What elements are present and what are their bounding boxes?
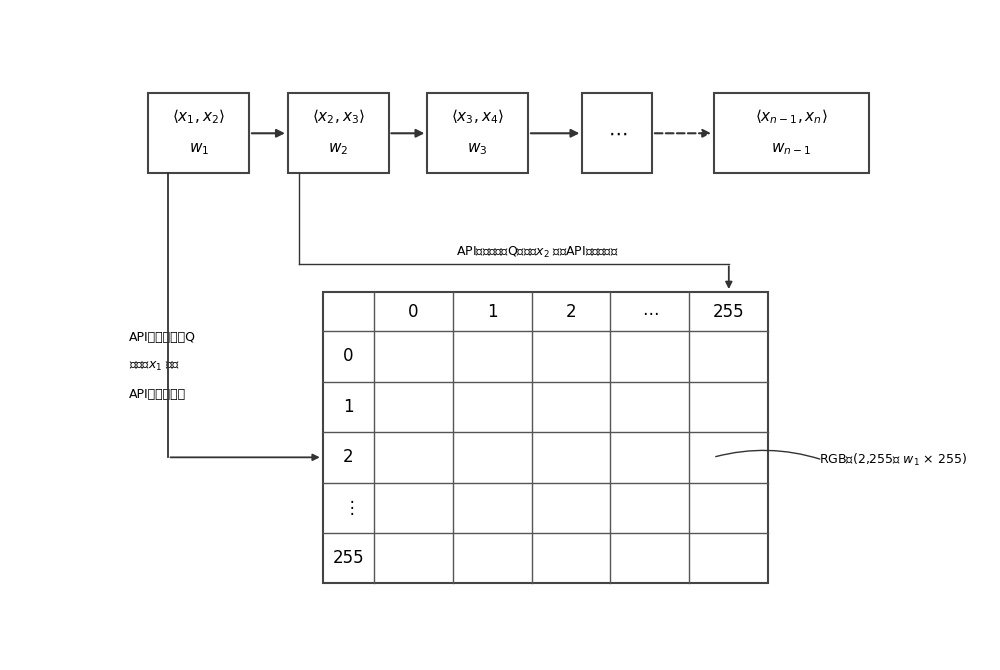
Text: $w_2$: $w_2$ xyxy=(328,141,348,157)
Bar xyxy=(323,292,768,584)
Text: 0: 0 xyxy=(343,348,353,365)
Text: 2: 2 xyxy=(566,303,576,320)
Bar xyxy=(288,93,388,174)
Text: RGB值(2,255， $w_1$ × 255): RGB值(2,255， $w_1$ × 255) xyxy=(819,452,967,468)
Text: $w_3$: $w_3$ xyxy=(467,141,488,157)
Text: $\langle x_1,x_2\rangle$: $\langle x_1,x_2\rangle$ xyxy=(172,107,225,126)
Text: $w_{n-1}$: $w_{n-1}$ xyxy=(771,141,812,157)
Text: 2: 2 xyxy=(343,448,354,466)
Bar xyxy=(582,93,652,174)
Text: 中查找$x_1$ 所属: 中查找$x_1$ 所属 xyxy=(129,360,180,373)
Text: API的类别编号: API的类别编号 xyxy=(129,388,186,401)
Text: $\langle x_3,x_4\rangle$: $\langle x_3,x_4\rangle$ xyxy=(451,107,504,126)
Text: $\langle x_2,x_3\rangle$: $\langle x_2,x_3\rangle$ xyxy=(312,107,365,126)
Text: 0: 0 xyxy=(408,303,419,320)
Text: $\vdots$: $\vdots$ xyxy=(343,498,354,517)
Text: $\cdots$: $\cdots$ xyxy=(608,124,627,143)
Bar xyxy=(427,93,528,174)
Text: API类别数据库Q中查找$x_2$ 所属API的类别编号: API类别数据库Q中查找$x_2$ 所属API的类别编号 xyxy=(456,245,619,260)
Text: $\langle x_{n-1},x_n\rangle$: $\langle x_{n-1},x_n\rangle$ xyxy=(755,107,828,126)
Text: 255: 255 xyxy=(713,303,745,320)
Text: 255: 255 xyxy=(332,549,364,567)
Bar xyxy=(714,93,869,174)
Text: API类别数据库Q: API类别数据库Q xyxy=(129,332,196,344)
Bar xyxy=(148,93,249,174)
Text: $\cdots$: $\cdots$ xyxy=(642,303,658,320)
Text: 1: 1 xyxy=(343,398,354,416)
Text: 1: 1 xyxy=(487,303,497,320)
Text: $w_1$: $w_1$ xyxy=(189,141,209,157)
